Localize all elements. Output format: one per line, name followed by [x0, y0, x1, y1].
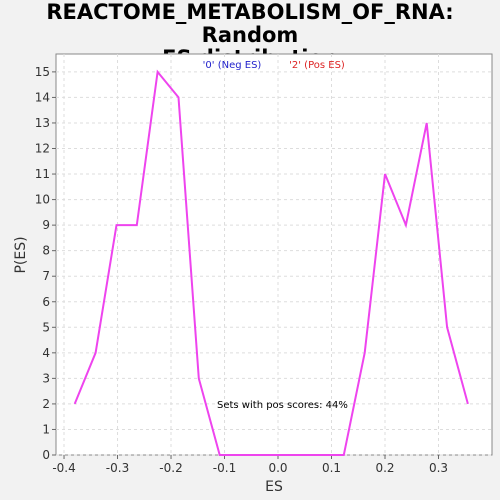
legend-item: '0' (Neg ES) — [203, 60, 262, 71]
y-tick-label: 6 — [42, 295, 50, 309]
y-tick-label: 2 — [42, 397, 50, 411]
y-tick-label: 13 — [35, 116, 50, 130]
y-tick-label: 5 — [42, 320, 50, 334]
y-tick-label: 14 — [35, 90, 50, 104]
y-axis-label: P(ES) — [13, 236, 29, 273]
x-tick-label: -0.1 — [213, 461, 236, 475]
y-tick-label: 9 — [42, 218, 50, 232]
x-axis-label: ES — [265, 479, 283, 495]
legend-item: '2' (Pos ES) — [289, 60, 345, 71]
y-tick-label: 15 — [35, 65, 50, 79]
series-layer — [73, 69, 469, 456]
y-tick-label: 8 — [42, 244, 50, 258]
es-distribution-line — [73, 69, 469, 456]
y-tick-label: 4 — [42, 346, 50, 360]
y-tick-label: 10 — [35, 193, 50, 207]
chart-title-line-1: REACTOME_METABOLISM_OF_RNA: Random — [46, 0, 454, 47]
x-tick-label: 0.1 — [322, 461, 341, 475]
y-tick-label: 0 — [42, 448, 50, 462]
y-tick-label: 12 — [35, 142, 50, 156]
legend: '0' (Neg ES) '2' (Pos ES) — [203, 60, 345, 71]
y-tick-label: 3 — [42, 371, 50, 385]
x-tick-label: 0.2 — [375, 461, 394, 475]
x-tick-label: 0.0 — [268, 461, 287, 475]
y-tick-label: 7 — [42, 269, 50, 283]
x-tick-label: -0.4 — [52, 461, 75, 475]
plot-area — [55, 53, 493, 456]
y-tick-label: 1 — [42, 422, 50, 436]
x-tick-label: -0.3 — [106, 461, 129, 475]
y-tick-label: 11 — [35, 167, 50, 181]
pos-score-annotation: Sets with pos scores: 44% — [217, 400, 348, 411]
x-tick-label: -0.2 — [159, 461, 182, 475]
x-tick-label: 0.3 — [429, 461, 448, 475]
